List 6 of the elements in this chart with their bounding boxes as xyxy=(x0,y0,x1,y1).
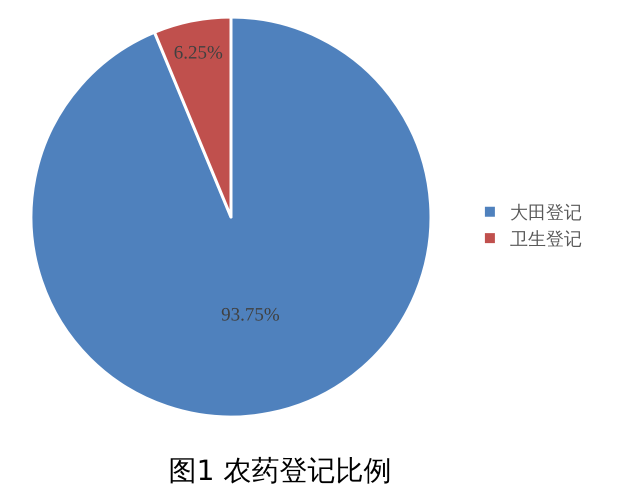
pie-slice xyxy=(30,16,432,418)
data-label: 6.25% xyxy=(174,42,223,64)
text: 图1 农药登记比例 xyxy=(168,454,392,487)
legend-label: 大田登记 xyxy=(510,202,582,223)
data-label: 93.75% xyxy=(221,304,280,326)
legend-label: 卫生登记 xyxy=(510,229,582,250)
